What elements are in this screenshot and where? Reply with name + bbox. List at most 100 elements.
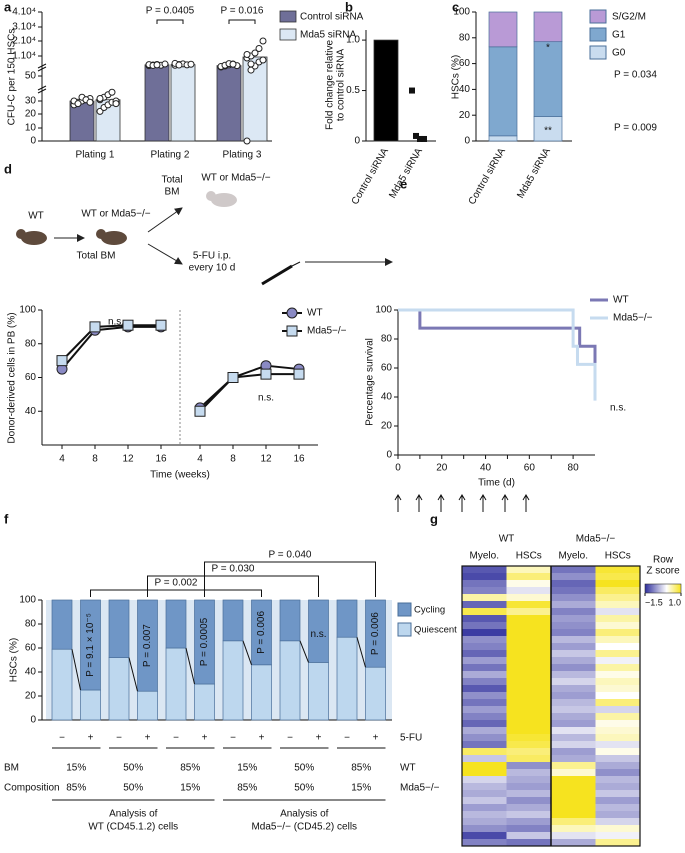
row-label: Composition: [4, 783, 60, 794]
heatmap-cell: [462, 727, 507, 735]
comparison-label: P = 0.040: [269, 550, 312, 561]
heatmap-cell: [462, 832, 507, 840]
heatmap-cell: [506, 804, 552, 812]
heatmap-cell: [595, 573, 641, 581]
heatmap-cell: [462, 818, 507, 826]
y-tick-label: 100: [19, 595, 36, 606]
heatmap-cell: [595, 608, 641, 616]
y-tick-label: 0: [30, 136, 36, 147]
connector: [299, 640, 309, 663]
data-point: [86, 98, 94, 106]
heatmap-cell: [506, 741, 552, 749]
heatmap-cell: [462, 699, 507, 707]
heatmap-cell: [551, 566, 596, 574]
row-label: BM: [4, 763, 19, 774]
y-tick-label: 40: [25, 406, 37, 417]
column-label: HSCs: [516, 551, 542, 562]
connector: [185, 647, 195, 685]
annotation: P = 0.009: [614, 123, 657, 134]
heatmap-cell: [595, 636, 641, 644]
x-tick-label: −: [287, 733, 293, 744]
bar-segment: [336, 599, 358, 638]
mouse-icon: [96, 229, 127, 245]
bar-segment: [365, 599, 386, 668]
heatmap-cell: [551, 755, 596, 763]
marker: [155, 319, 167, 331]
marker: [89, 321, 101, 333]
heatmap-cell: [506, 643, 552, 651]
composition-value: 50%: [294, 783, 314, 794]
annotation: n.s.: [258, 393, 274, 404]
panel-label: b: [345, 0, 353, 14]
legend-label: Mda5−/−: [307, 326, 347, 337]
heatmap-cell: [462, 783, 507, 791]
heatmap-cell: [595, 825, 641, 833]
heatmap-cell: [506, 657, 552, 665]
x-tick-label: Plating 1: [76, 150, 115, 161]
heatmap-cell: [462, 671, 507, 679]
connector: [242, 640, 252, 665]
heatmap-cell: [506, 790, 552, 798]
heatmap-cell: [551, 762, 596, 770]
heatmap-cell: [551, 832, 596, 840]
heatmap-cell: [462, 587, 507, 595]
data-point: [259, 56, 267, 64]
x-tick-label: +: [259, 733, 265, 744]
legend-swatch: [397, 602, 412, 617]
bar-segment: [137, 690, 158, 721]
y-tick-label: 10: [25, 123, 37, 134]
bar-segment: [137, 599, 158, 692]
heatmap-cell: [595, 601, 641, 609]
data-point: [243, 137, 251, 145]
connector: [71, 649, 81, 691]
heatmap-cell: [595, 657, 641, 665]
composition-value: 50%: [123, 783, 143, 794]
y-axis-label: to control siRNA: [336, 49, 347, 122]
heatmap-cell: [462, 713, 507, 721]
heatmap-cell: [462, 580, 507, 588]
heatmap-cell: [595, 811, 641, 819]
legend-label: Mda5−/−: [613, 313, 653, 324]
x-tick-label: −: [59, 733, 65, 744]
x-axis-label: Time (weeks): [150, 470, 210, 481]
y-tick-label: 30: [25, 96, 37, 107]
heatmap-cell: [595, 804, 641, 812]
heatmap-cell: [595, 762, 641, 770]
heatmap-cell: [595, 678, 641, 686]
heatmap-cell: [551, 797, 596, 805]
panel-label: g: [430, 511, 438, 526]
y-axis-label: Percentage survival: [365, 338, 376, 426]
heatmap-cell: [506, 650, 552, 658]
y-tick-label: 50: [25, 71, 37, 82]
survival-curve: [398, 308, 597, 365]
x-tick-label: 80: [568, 463, 580, 474]
legend-label: S/G2/M: [612, 12, 646, 23]
legend-label: WT: [613, 295, 629, 306]
bar-segment: [488, 46, 518, 137]
colorbar-title: Z score: [646, 566, 680, 577]
y-tick-label: 40: [381, 392, 393, 403]
heatmap-cell: [595, 587, 641, 595]
x-tick-label: +: [202, 733, 208, 744]
heatmap-cell: [551, 580, 596, 588]
heatmap-cell: [462, 601, 507, 609]
heatmap-cell: [506, 818, 552, 826]
group-label: Mda5−/− (CD45.2) cells: [251, 822, 357, 833]
line-segment: [199, 376, 234, 412]
x-tick-label: 16: [155, 454, 167, 465]
heatmap-cell: [506, 811, 552, 819]
heatmap-cell: [595, 734, 641, 742]
heatmap-cell: [595, 790, 641, 798]
bar: [170, 64, 196, 142]
legend-label: Control siRNA: [300, 12, 364, 23]
column-label: HSCs: [605, 551, 631, 562]
connector: [128, 657, 138, 692]
y-tick-label: 0.5: [346, 85, 360, 96]
syringe-icon: [261, 261, 301, 286]
marker: [227, 372, 239, 383]
arrow: [147, 207, 183, 233]
marker: [56, 355, 68, 367]
heatmap-cell: [462, 636, 507, 644]
bracket: [228, 19, 256, 24]
heatmap-cell: [595, 671, 641, 679]
